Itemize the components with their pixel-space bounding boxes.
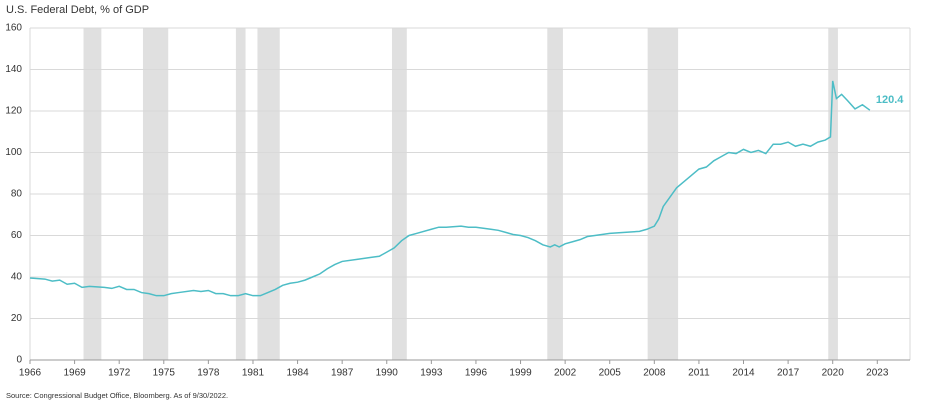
x-tick-label: 2011 xyxy=(688,368,710,379)
y-tick-label: 140 xyxy=(5,64,22,75)
y-tick-label: 0 xyxy=(16,355,22,366)
x-tick-label: 1987 xyxy=(331,368,354,379)
x-tick-label: 2005 xyxy=(599,368,622,379)
x-tick-label: 1999 xyxy=(509,368,532,379)
y-tick-label: 120 xyxy=(5,106,22,117)
x-tick-label: 1969 xyxy=(63,368,86,379)
x-tick-label: 1990 xyxy=(376,368,399,379)
chart-title: U.S. Federal Debt, % of GDP xyxy=(6,4,149,16)
x-tick-label: 2023 xyxy=(866,368,889,379)
x-tick-label: 2008 xyxy=(643,368,666,379)
x-tick-label: 1975 xyxy=(153,368,176,379)
x-tick-label: 1966 xyxy=(19,368,42,379)
end-value-label: 120.4 xyxy=(876,94,904,106)
y-tick-label: 80 xyxy=(11,189,23,200)
y-tick-label: 20 xyxy=(11,313,23,324)
y-tick-label: 60 xyxy=(11,230,23,241)
x-tick-label: 1993 xyxy=(420,368,443,379)
x-tick-label: 1978 xyxy=(197,368,220,379)
y-tick-label: 100 xyxy=(5,147,22,158)
x-tick-label: 2014 xyxy=(732,368,755,379)
y-tick-label: 160 xyxy=(5,23,22,34)
y-tick-label: 40 xyxy=(11,272,23,283)
x-tick-label: 2002 xyxy=(554,368,577,379)
source-note: Source: Congressional Budget Office, Blo… xyxy=(6,391,228,400)
x-tick-label: 2020 xyxy=(822,368,845,379)
x-tick-label: 1984 xyxy=(286,368,309,379)
debt-line xyxy=(29,80,871,297)
x-tick-label: 1996 xyxy=(465,368,488,379)
x-tick-label: 1981 xyxy=(242,368,265,379)
x-tick-label: 2017 xyxy=(777,368,800,379)
x-tick-label: 1972 xyxy=(108,368,131,379)
